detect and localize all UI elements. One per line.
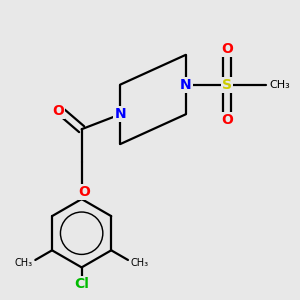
Text: O: O [221,113,233,127]
Text: Cl: Cl [74,277,89,291]
Text: O: O [52,104,64,118]
Text: S: S [222,78,232,92]
Text: N: N [180,78,191,92]
Text: CH₃: CH₃ [269,80,290,90]
Text: N: N [115,107,126,121]
Text: O: O [221,42,233,56]
Text: CH₃: CH₃ [14,258,32,268]
Text: CH₃: CH₃ [131,258,149,268]
Text: O: O [79,184,91,199]
